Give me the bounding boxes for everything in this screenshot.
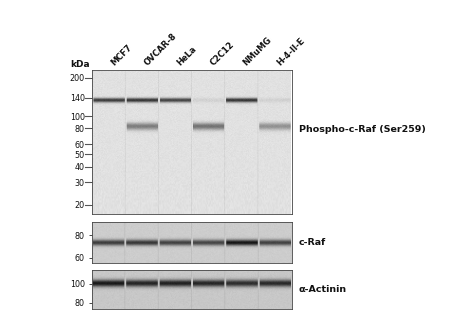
- Text: c-Raf: c-Raf: [299, 238, 326, 247]
- Text: C2C12: C2C12: [209, 40, 236, 67]
- Text: NMuMG: NMuMG: [242, 35, 274, 67]
- Text: α-Actinin: α-Actinin: [299, 285, 347, 294]
- Text: OVCAR-8: OVCAR-8: [142, 31, 178, 67]
- Text: H-4-II-E: H-4-II-E: [275, 36, 306, 67]
- Text: kDa: kDa: [71, 60, 90, 69]
- Text: Phospho-c-Raf (Ser259): Phospho-c-Raf (Ser259): [299, 125, 426, 134]
- Text: MCF7: MCF7: [109, 42, 134, 67]
- Text: HeLa: HeLa: [175, 44, 198, 67]
